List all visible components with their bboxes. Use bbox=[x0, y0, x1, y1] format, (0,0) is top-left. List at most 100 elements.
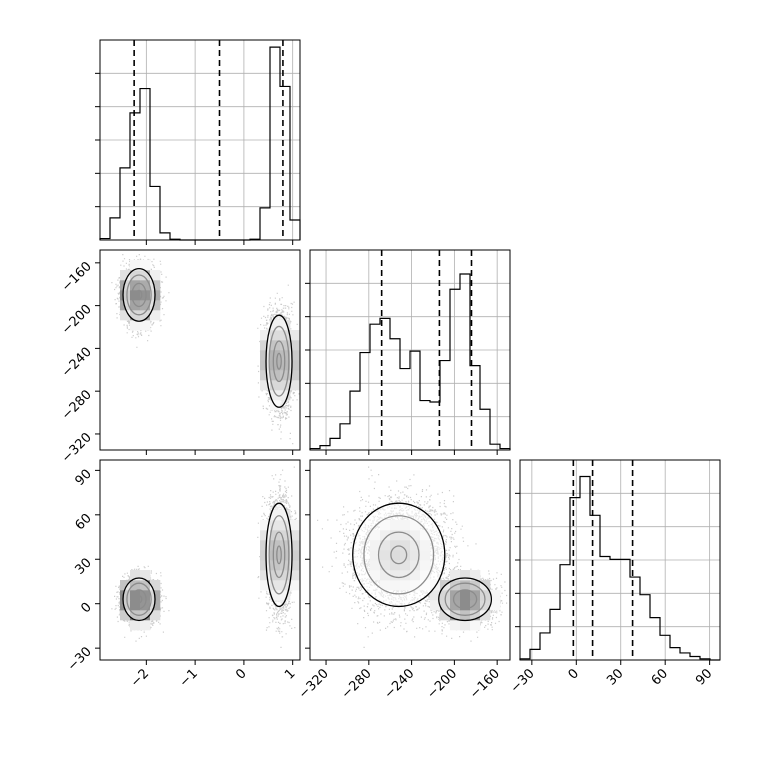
density-cell bbox=[290, 340, 300, 351]
density-cell bbox=[150, 270, 161, 281]
histogram-step bbox=[99, 46, 301, 241]
density-cell bbox=[440, 610, 451, 621]
x-tick-label: −240 bbox=[382, 666, 418, 702]
density-cell bbox=[450, 620, 461, 631]
density-cell bbox=[150, 310, 161, 321]
contour-line bbox=[352, 502, 446, 608]
contour-line bbox=[265, 502, 293, 608]
x-tick-label: −30 bbox=[508, 666, 538, 696]
density-cell bbox=[290, 530, 300, 541]
density-cell bbox=[290, 380, 300, 391]
panel-frame bbox=[99, 39, 301, 241]
density-cell bbox=[140, 570, 151, 581]
density-cell bbox=[260, 530, 271, 541]
y-tick-label: 30 bbox=[73, 555, 95, 577]
panel-frame bbox=[99, 459, 301, 661]
density-cell bbox=[260, 330, 271, 341]
x-tick-label: −320 bbox=[296, 666, 332, 702]
x-tick-label: −1 bbox=[177, 666, 201, 690]
density-cell bbox=[460, 570, 471, 581]
y-tick-label: −320 bbox=[59, 430, 95, 466]
density-cell bbox=[130, 260, 141, 271]
density-plot bbox=[111, 466, 300, 648]
density-cell bbox=[290, 350, 300, 361]
contour-line bbox=[438, 577, 493, 622]
x-tick-label: −2 bbox=[128, 666, 152, 690]
density-cell bbox=[130, 570, 141, 581]
density-cell bbox=[260, 380, 271, 391]
histogram-panel: −30 0 30 60 90 bbox=[508, 459, 721, 696]
scatter-points bbox=[111, 254, 300, 445]
density-plot bbox=[317, 466, 508, 648]
histogram-panel bbox=[305, 249, 511, 455]
contour-line bbox=[265, 314, 293, 408]
panel-frame bbox=[309, 459, 511, 661]
density-cell bbox=[290, 570, 300, 581]
density-cell bbox=[260, 370, 271, 381]
contour-line bbox=[122, 267, 156, 322]
density-cell bbox=[290, 560, 300, 571]
density-cell bbox=[120, 610, 131, 621]
density-cell bbox=[260, 540, 271, 551]
x-tick-label: −200 bbox=[424, 666, 460, 702]
density-cell bbox=[120, 580, 131, 591]
panel-frame bbox=[519, 459, 721, 661]
density-cell bbox=[290, 550, 300, 561]
density-cell bbox=[480, 610, 491, 621]
density-cell bbox=[430, 590, 441, 601]
density-cell bbox=[290, 540, 300, 551]
density-panel: −2 −1 0 1 −30 0 30 60 90 bbox=[65, 459, 301, 690]
density-cell bbox=[260, 570, 271, 581]
x-tick-label: 1 bbox=[282, 666, 298, 682]
histogram-step bbox=[309, 273, 511, 450]
density-cell bbox=[260, 520, 271, 531]
x-tick-label: −160 bbox=[467, 666, 503, 702]
density-cell bbox=[150, 610, 161, 621]
density-cell bbox=[290, 330, 300, 341]
density-cell bbox=[490, 600, 501, 611]
density-cell bbox=[490, 590, 501, 601]
density-cell bbox=[120, 310, 131, 321]
histogram-step bbox=[519, 475, 720, 661]
x-tick-label: 30 bbox=[604, 666, 626, 688]
density-panel: −320−280−240−200−160 bbox=[296, 459, 511, 702]
histogram-panel bbox=[95, 39, 301, 245]
density-cell bbox=[430, 600, 441, 611]
density-cell bbox=[260, 550, 271, 561]
density-cell bbox=[130, 620, 141, 631]
density-cell bbox=[290, 580, 300, 591]
x-tick-label: 60 bbox=[649, 666, 671, 688]
y-tick-label: −160 bbox=[59, 259, 95, 295]
x-tick-label: 0 bbox=[566, 666, 582, 682]
x-tick-label: 90 bbox=[693, 666, 715, 688]
density-cell bbox=[450, 570, 461, 581]
density-cell bbox=[290, 370, 300, 381]
density-cell bbox=[120, 270, 131, 281]
density-cell bbox=[140, 260, 151, 271]
y-tick-label: −200 bbox=[59, 302, 95, 338]
contour-line bbox=[122, 577, 156, 622]
density-cell bbox=[470, 620, 481, 631]
density-cell bbox=[260, 340, 271, 351]
density-cell bbox=[470, 570, 481, 581]
density-cell bbox=[460, 620, 471, 631]
density-cell bbox=[260, 580, 271, 591]
y-tick-label: −280 bbox=[59, 387, 95, 423]
density-cell bbox=[260, 360, 271, 371]
y-tick-label: −30 bbox=[65, 644, 95, 674]
density-cell bbox=[260, 350, 271, 361]
density-cell bbox=[140, 620, 151, 631]
density-cell bbox=[290, 360, 300, 371]
y-tick-label: 0 bbox=[78, 600, 94, 616]
panel-frame bbox=[309, 249, 511, 451]
density-cell bbox=[260, 560, 271, 571]
density-cell bbox=[150, 280, 161, 291]
density-cell bbox=[140, 320, 151, 331]
x-tick-label: −280 bbox=[339, 666, 375, 702]
density-cell bbox=[150, 300, 161, 311]
panel-frame bbox=[99, 249, 301, 451]
y-tick-label: 60 bbox=[73, 511, 95, 533]
density-panel: −320−280−240−200−160 bbox=[59, 249, 301, 466]
y-tick-label: 90 bbox=[73, 467, 95, 489]
